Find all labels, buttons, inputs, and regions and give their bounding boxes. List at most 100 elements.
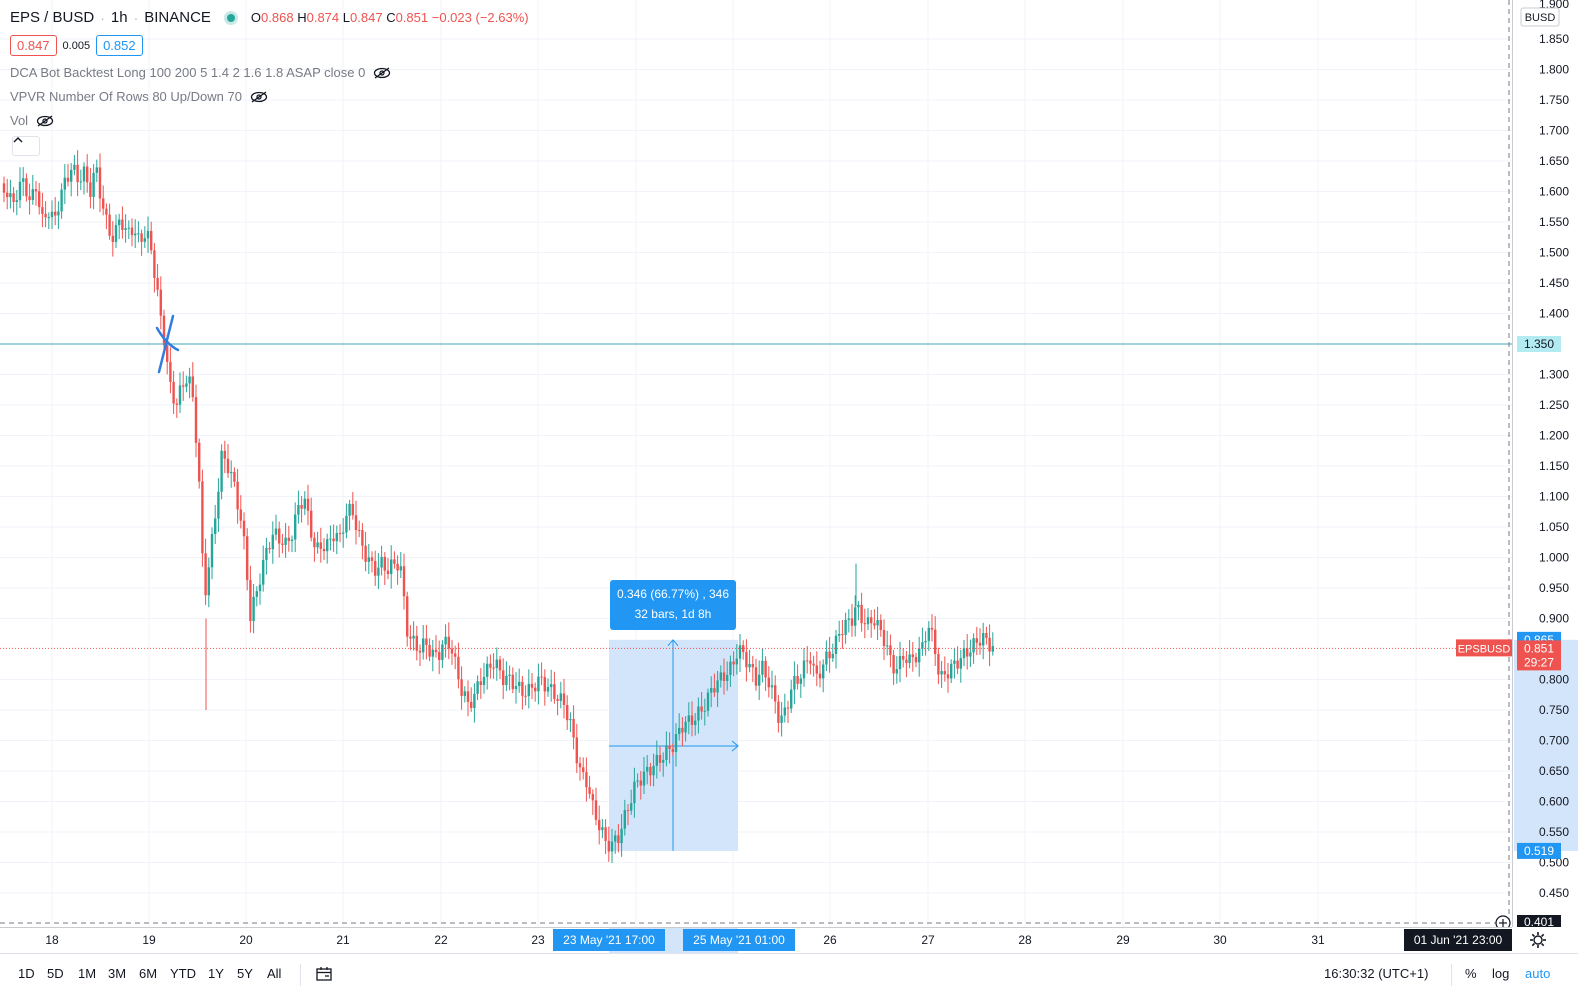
symbol-name[interactable]: EPS / BUSD — [10, 9, 95, 26]
candle-body — [28, 196, 31, 200]
log-scale-toggle[interactable]: log — [1492, 966, 1510, 981]
candle-body — [70, 169, 73, 182]
candle — [601, 818, 604, 839]
candle — [409, 625, 412, 651]
hidden-eye-icon[interactable] — [36, 114, 54, 127]
study-vpvr[interactable]: VPVR Number Of Rows 80 Up/Down 70 — [10, 89, 268, 104]
candle — [831, 643, 834, 662]
candle — [911, 642, 914, 672]
candle-body — [18, 181, 22, 201]
price-axis[interactable]: 1.850 1.800 1.750 1.700 1.650 1.600 1.550 1.500… — [1512, 0, 1578, 927]
time-scale[interactable]: 18 19 20 21 22 23 26 27 28 29 30 31 23 May '21 17:00… — [0, 928, 1512, 953]
candle-body — [489, 663, 492, 668]
time-tick-label: 19 — [142, 933, 156, 947]
price-tick-label: 0.800 — [1539, 673, 1569, 687]
candle-body — [694, 720, 697, 725]
goto-date-button[interactable] — [316, 966, 334, 987]
candle — [857, 601, 860, 621]
candle — [537, 663, 540, 705]
price-axis-measure-band — [1514, 639, 1578, 851]
candle-body — [105, 208, 108, 215]
auto-scale-toggle[interactable]: auto — [1525, 966, 1551, 981]
candle — [972, 633, 975, 664]
candle — [98, 153, 102, 213]
candle — [255, 586, 258, 607]
candle — [543, 669, 546, 706]
candle-body — [726, 674, 729, 681]
candle-body — [463, 691, 466, 696]
candle — [969, 639, 972, 667]
candle — [63, 164, 66, 205]
candle-body — [646, 766, 649, 772]
candle-body — [255, 591, 258, 597]
candle — [511, 667, 514, 694]
candle — [134, 219, 137, 248]
range-1d[interactable]: 1D — [18, 966, 35, 981]
chart-settings-button[interactable] — [1528, 931, 1550, 949]
hidden-eye-icon[interactable] — [373, 66, 391, 79]
study-dca-bot[interactable]: DCA Bot Backtest Long 100 200 5 1.4 2 1.… — [10, 65, 391, 80]
candle-body — [207, 567, 210, 596]
candle — [985, 626, 988, 645]
candle — [530, 672, 534, 700]
candle-body — [607, 840, 610, 852]
candle — [770, 670, 774, 699]
candle-body — [57, 211, 60, 216]
chart-plot-area[interactable]: EPSBUSD EPS / BUSD · 1h · BINANCE O0.868… — [0, 0, 1512, 927]
candle — [287, 525, 290, 552]
candle-body — [614, 835, 617, 842]
time-tick-label: 21 — [336, 933, 350, 947]
candle — [623, 799, 626, 836]
range-5d[interactable]: 5D — [47, 966, 64, 981]
range-ytd[interactable]: YTD — [170, 966, 196, 981]
candle-body — [802, 660, 806, 679]
candle-body — [450, 648, 454, 654]
plus-icon — [1495, 915, 1511, 927]
percent-scale-toggle[interactable]: % — [1465, 966, 1477, 981]
candle — [310, 497, 313, 542]
bid-price[interactable]: 0.847 — [10, 35, 57, 56]
price-scale[interactable]: 1.850 1.800 1.750 1.700 1.650 1.600 1.550 1.500… — [1513, 0, 1578, 927]
candle — [927, 621, 930, 651]
exchange-label: BINANCE — [144, 9, 211, 26]
ask-price[interactable]: 0.852 — [96, 35, 143, 56]
candle — [486, 656, 489, 690]
candle — [866, 608, 870, 631]
candle — [92, 164, 95, 210]
calendar-goto-icon — [316, 967, 332, 981]
range-1y[interactable]: 1Y — [208, 966, 224, 981]
last-price-label: 0.851 — [1524, 641, 1554, 655]
chart-canvas[interactable]: EPSBUSD — [0, 0, 1512, 927]
candle-body — [591, 793, 594, 801]
candle — [774, 675, 777, 714]
range-6m[interactable]: 6M — [139, 966, 158, 981]
candle — [953, 647, 956, 679]
candle — [546, 678, 550, 697]
candle — [463, 686, 466, 703]
candle — [658, 746, 662, 772]
range-5y[interactable]: 5Y — [237, 966, 253, 981]
candle — [716, 670, 719, 707]
interval-label[interactable]: 1h — [110, 9, 128, 26]
range-all[interactable]: All — [267, 966, 282, 981]
candle-body — [806, 660, 809, 662]
clock-timezone[interactable]: 16:30:32 (UTC+1) — [1324, 966, 1429, 981]
study-volume[interactable]: Vol — [10, 113, 54, 128]
candle-body — [137, 233, 140, 235]
collapse-legend-button[interactable] — [12, 136, 40, 156]
time-tick-label: 18 — [45, 933, 59, 947]
measure-low-label-bg — [1517, 842, 1561, 859]
candle-body — [866, 617, 870, 625]
candle — [569, 712, 572, 733]
hidden-eye-icon[interactable] — [250, 90, 268, 103]
range-3m[interactable]: 3M — [108, 966, 127, 981]
candle-body — [374, 560, 377, 576]
candle-body — [281, 543, 284, 545]
time-axis[interactable]: 18 19 20 21 22 23 26 27 28 29 30 31 23 May '21 17:00… — [0, 927, 1512, 953]
range-1m[interactable]: 1M — [78, 966, 97, 981]
time-tick-label: 22 — [434, 933, 448, 947]
candle — [575, 723, 578, 774]
price-tick-label: 0.500 — [1539, 856, 1569, 870]
candle-body — [428, 644, 431, 657]
candle — [18, 167, 22, 209]
